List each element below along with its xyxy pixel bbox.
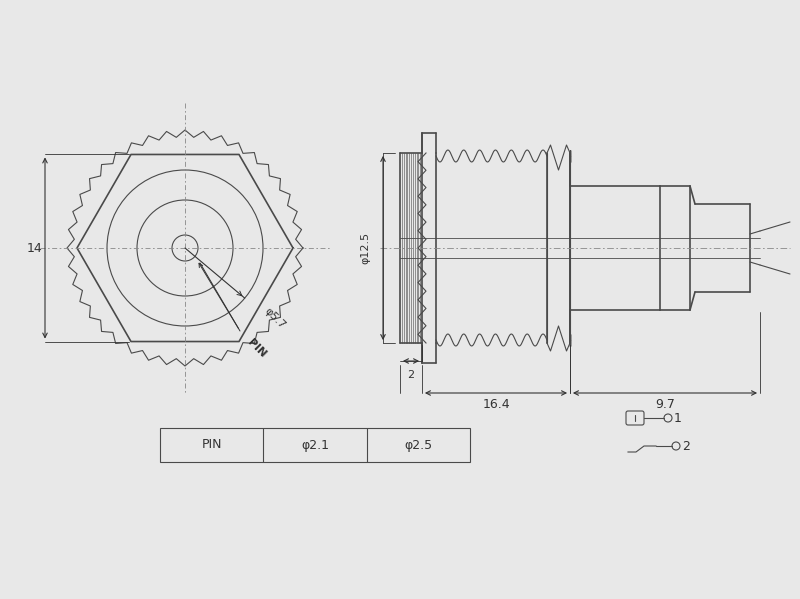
Text: 14: 14 [27, 241, 43, 255]
Text: 2: 2 [407, 370, 414, 380]
Text: 1: 1 [674, 412, 682, 425]
Text: PIN: PIN [202, 438, 222, 452]
Text: φ2.1: φ2.1 [301, 438, 329, 452]
Text: 9.7: 9.7 [655, 398, 675, 412]
Text: φ5.7: φ5.7 [262, 305, 287, 331]
Bar [160, 428, 470, 462]
Text: φ2.5: φ2.5 [404, 438, 432, 452]
Text: φ12.5: φ12.5 [360, 232, 370, 264]
Text: 2: 2 [682, 440, 690, 452]
Text: PIN: PIN [246, 337, 268, 359]
Text: 16.4: 16.4 [482, 398, 510, 412]
